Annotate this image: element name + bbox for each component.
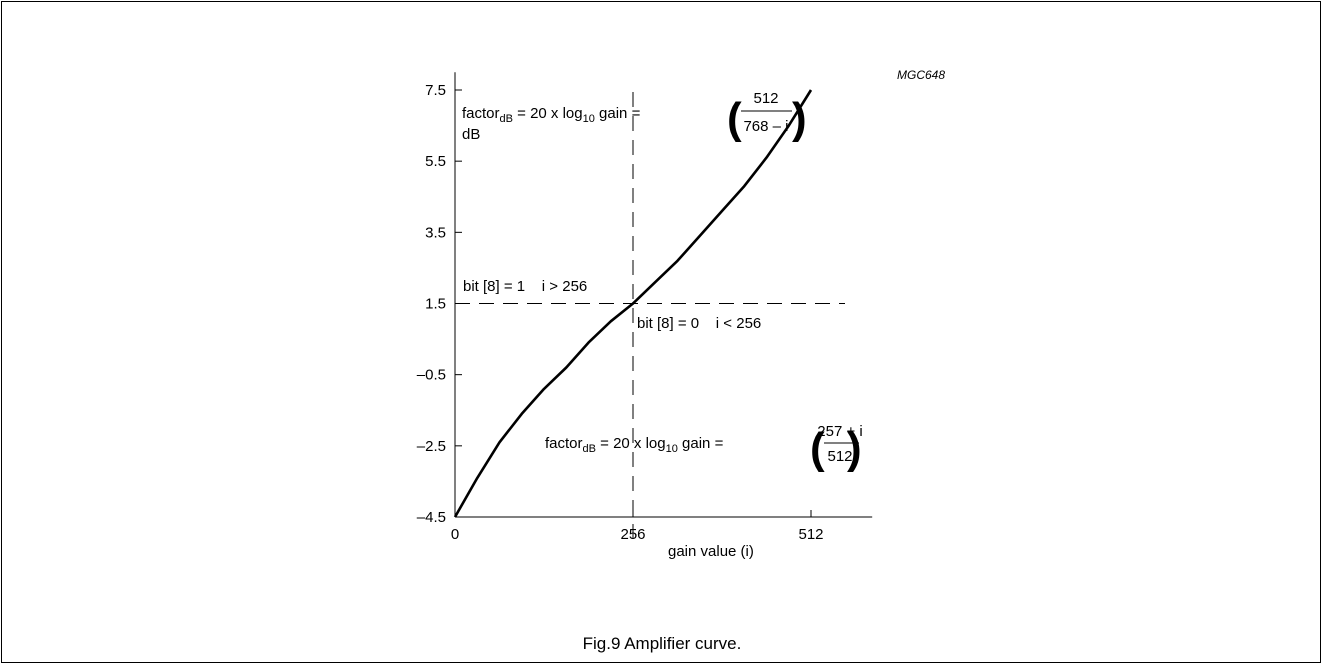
lower-formula-denominator: 512 [827,448,852,465]
bit-low-annotation: bit [8] = 0 i < 256 [637,315,761,332]
lower-formula-numerator: 257 + i [817,423,862,440]
y-tick-label: 5.5 [425,153,446,170]
lower-formula-suffix: gain = [678,435,724,452]
x-axis-label: gain value (i) [668,543,754,560]
upper-formula-close-paren: ) [792,94,807,143]
lower-formula-mid: = 20 x log [596,435,666,452]
y-tick-label: –4.5 [417,509,446,526]
amplifier-curve-line [453,89,813,518]
figure-id-label: MGC648 [897,68,945,82]
lower-formula-open-paren: ( [810,424,825,473]
lower-formula-prefix: factor [545,435,583,452]
bit-high-annotation: bit [8] = 1 i > 256 [463,278,587,295]
x-tick-label: 512 [798,526,823,543]
lower-formula-sub: dB [583,443,596,455]
amplifier-curve-chart: 7.55.53.51.5–0.5–2.5–4.50 256 512 MGC648 d… [417,68,946,560]
y-tick-label: –0.5 [417,367,446,384]
upper-formula-sub2: 10 [583,113,595,125]
svg-text:factordB = 20 x log10 gain =: factordB = 20 x log10 gain = [462,105,641,125]
upper-formula-numerator: 512 [753,90,778,107]
upper-formula-prefix: factor [462,105,500,122]
upper-formula-open-paren: ( [727,94,742,143]
upper-formula-sub: dB [500,113,513,125]
axes [454,72,873,518]
curve-group [453,89,813,518]
lower-formula: factordB = 20 x log10 gain = ( 257 + i 5… [545,423,863,473]
y-tick-label: –2.5 [417,438,446,455]
y-tick-label: 1.5 [425,296,446,313]
figure-caption: Fig.9 Amplifier curve. [582,634,742,653]
upper-formula-mid: = 20 x log [513,105,583,122]
upper-formula-suffix: gain = [595,105,641,122]
y-axis-label: dB [462,126,480,143]
svg-text:factordB = 20 x log10 gain =: factordB = 20 x log10 gain = [545,435,724,455]
y-tick-label: 3.5 [425,224,446,241]
upper-formula: factordB = 20 x log10 gain = ( 512 768 –… [462,90,807,143]
reference-lines [455,92,845,539]
x-tick-label: 0 [451,526,459,543]
lower-formula-sub2: 10 [666,443,678,455]
upper-formula-denominator: 768 – i [743,118,788,135]
y-tick-label: 7.5 [425,82,446,99]
lower-formula-close-paren: ) [847,424,862,473]
